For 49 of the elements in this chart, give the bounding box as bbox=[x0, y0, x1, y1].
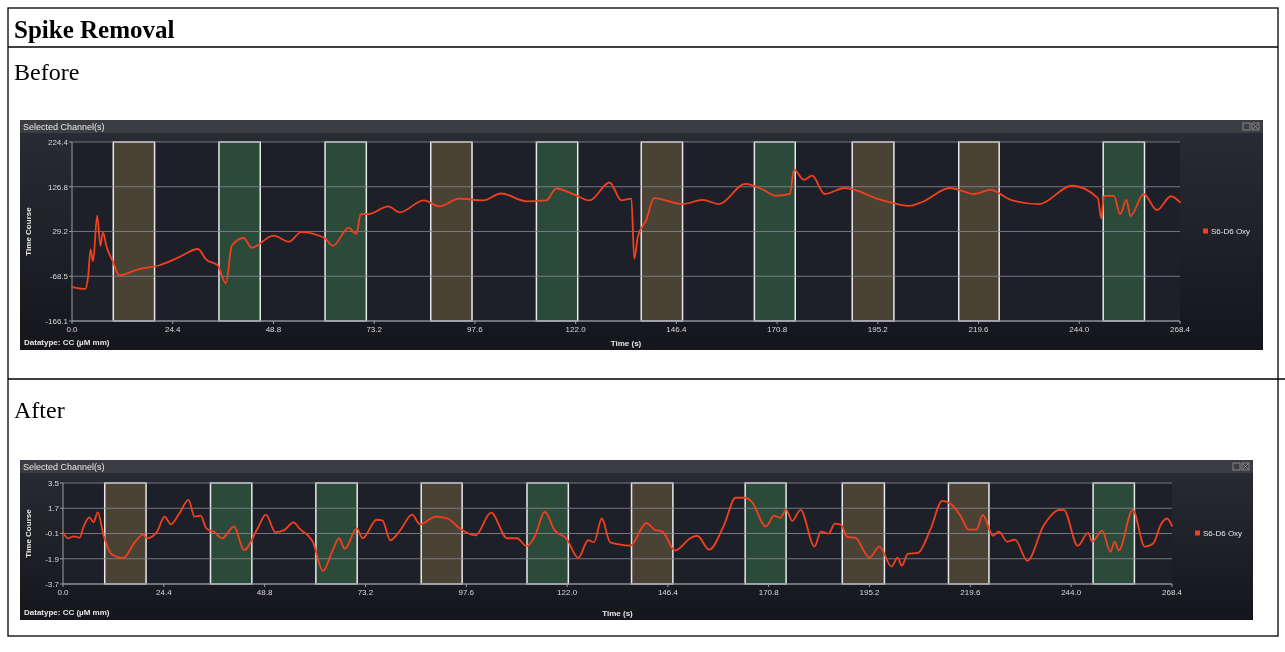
y-axis-title: Time Course bbox=[24, 206, 33, 256]
x-tick-label: 268.4 bbox=[1169, 325, 1191, 334]
y-axis-title: Time Course bbox=[24, 508, 33, 558]
text: Datatype: CC (µM mm) bbox=[24, 338, 110, 347]
y-tick-label: 1.7 bbox=[47, 504, 60, 514]
y-tick-label: 224.4 bbox=[47, 137, 69, 147]
x-tick-label: 146.4 bbox=[657, 588, 679, 597]
x-tick-label: 97.6 bbox=[458, 588, 475, 597]
x-tick-label: 48.8 bbox=[265, 325, 282, 334]
x-tick-label: 24.4 bbox=[156, 588, 173, 597]
x-tick-label: 219.6 bbox=[960, 588, 981, 597]
x-axis-title: Time (s) bbox=[610, 339, 642, 348]
x-axis-title: Time (s) bbox=[602, 609, 634, 618]
y-tick-label: 29.2 bbox=[52, 227, 69, 237]
legend-label: S6-D6 Oxy bbox=[1203, 528, 1243, 538]
x-tick-label: 195.2 bbox=[859, 588, 881, 597]
x-tick-label: 170.8 bbox=[767, 325, 788, 334]
chart-title: After bbox=[14, 397, 65, 423]
chart-title: Spike Removal bbox=[14, 16, 175, 43]
text: Selected Channel(s) bbox=[23, 462, 105, 472]
chart-subtitle: Before bbox=[14, 59, 80, 85]
x-tick-label: 122.0 bbox=[557, 588, 578, 597]
y-tick-label: -166.1 bbox=[45, 316, 69, 326]
x-tick-label: 48.8 bbox=[256, 588, 273, 597]
text: Datatype: CC (µM mm) bbox=[24, 608, 110, 617]
x-tick-label: 24.4 bbox=[164, 325, 182, 334]
x-tick-label: 73.2 bbox=[357, 588, 374, 597]
x-tick-label: 0.0 bbox=[57, 588, 70, 597]
x-tick-label: 268.4 bbox=[1161, 588, 1183, 597]
x-tick-label: 244.0 bbox=[1069, 325, 1090, 334]
x-tick-label: 146.4 bbox=[666, 325, 687, 334]
y-tick-label: -1.9 bbox=[45, 554, 60, 564]
y-tick-label: -0.1 bbox=[45, 529, 60, 539]
y-tick-label: 3.5 bbox=[47, 478, 60, 488]
x-tick-label: 195.2 bbox=[867, 325, 889, 334]
line-series bbox=[62, 496, 1173, 572]
y-tick-label: 126.8 bbox=[47, 182, 69, 192]
y-tick-label: -3.7 bbox=[45, 579, 60, 589]
x-tick-label: 244.0 bbox=[1061, 588, 1082, 597]
x-tick-label: 122.0 bbox=[565, 325, 587, 334]
x-tick-label: 73.2 bbox=[366, 325, 383, 334]
legend-label: S6-D6 Oxy bbox=[1211, 226, 1251, 236]
x-tick-label: 0.0 bbox=[66, 325, 79, 334]
y-tick-label: -68.5 bbox=[49, 272, 69, 282]
text: Selected Channel(s) bbox=[23, 122, 105, 132]
x-tick-label: 170.8 bbox=[758, 588, 780, 597]
line-series bbox=[71, 168, 1181, 290]
x-tick-label: 97.6 bbox=[467, 325, 484, 334]
x-tick-label: 219.6 bbox=[968, 325, 990, 334]
